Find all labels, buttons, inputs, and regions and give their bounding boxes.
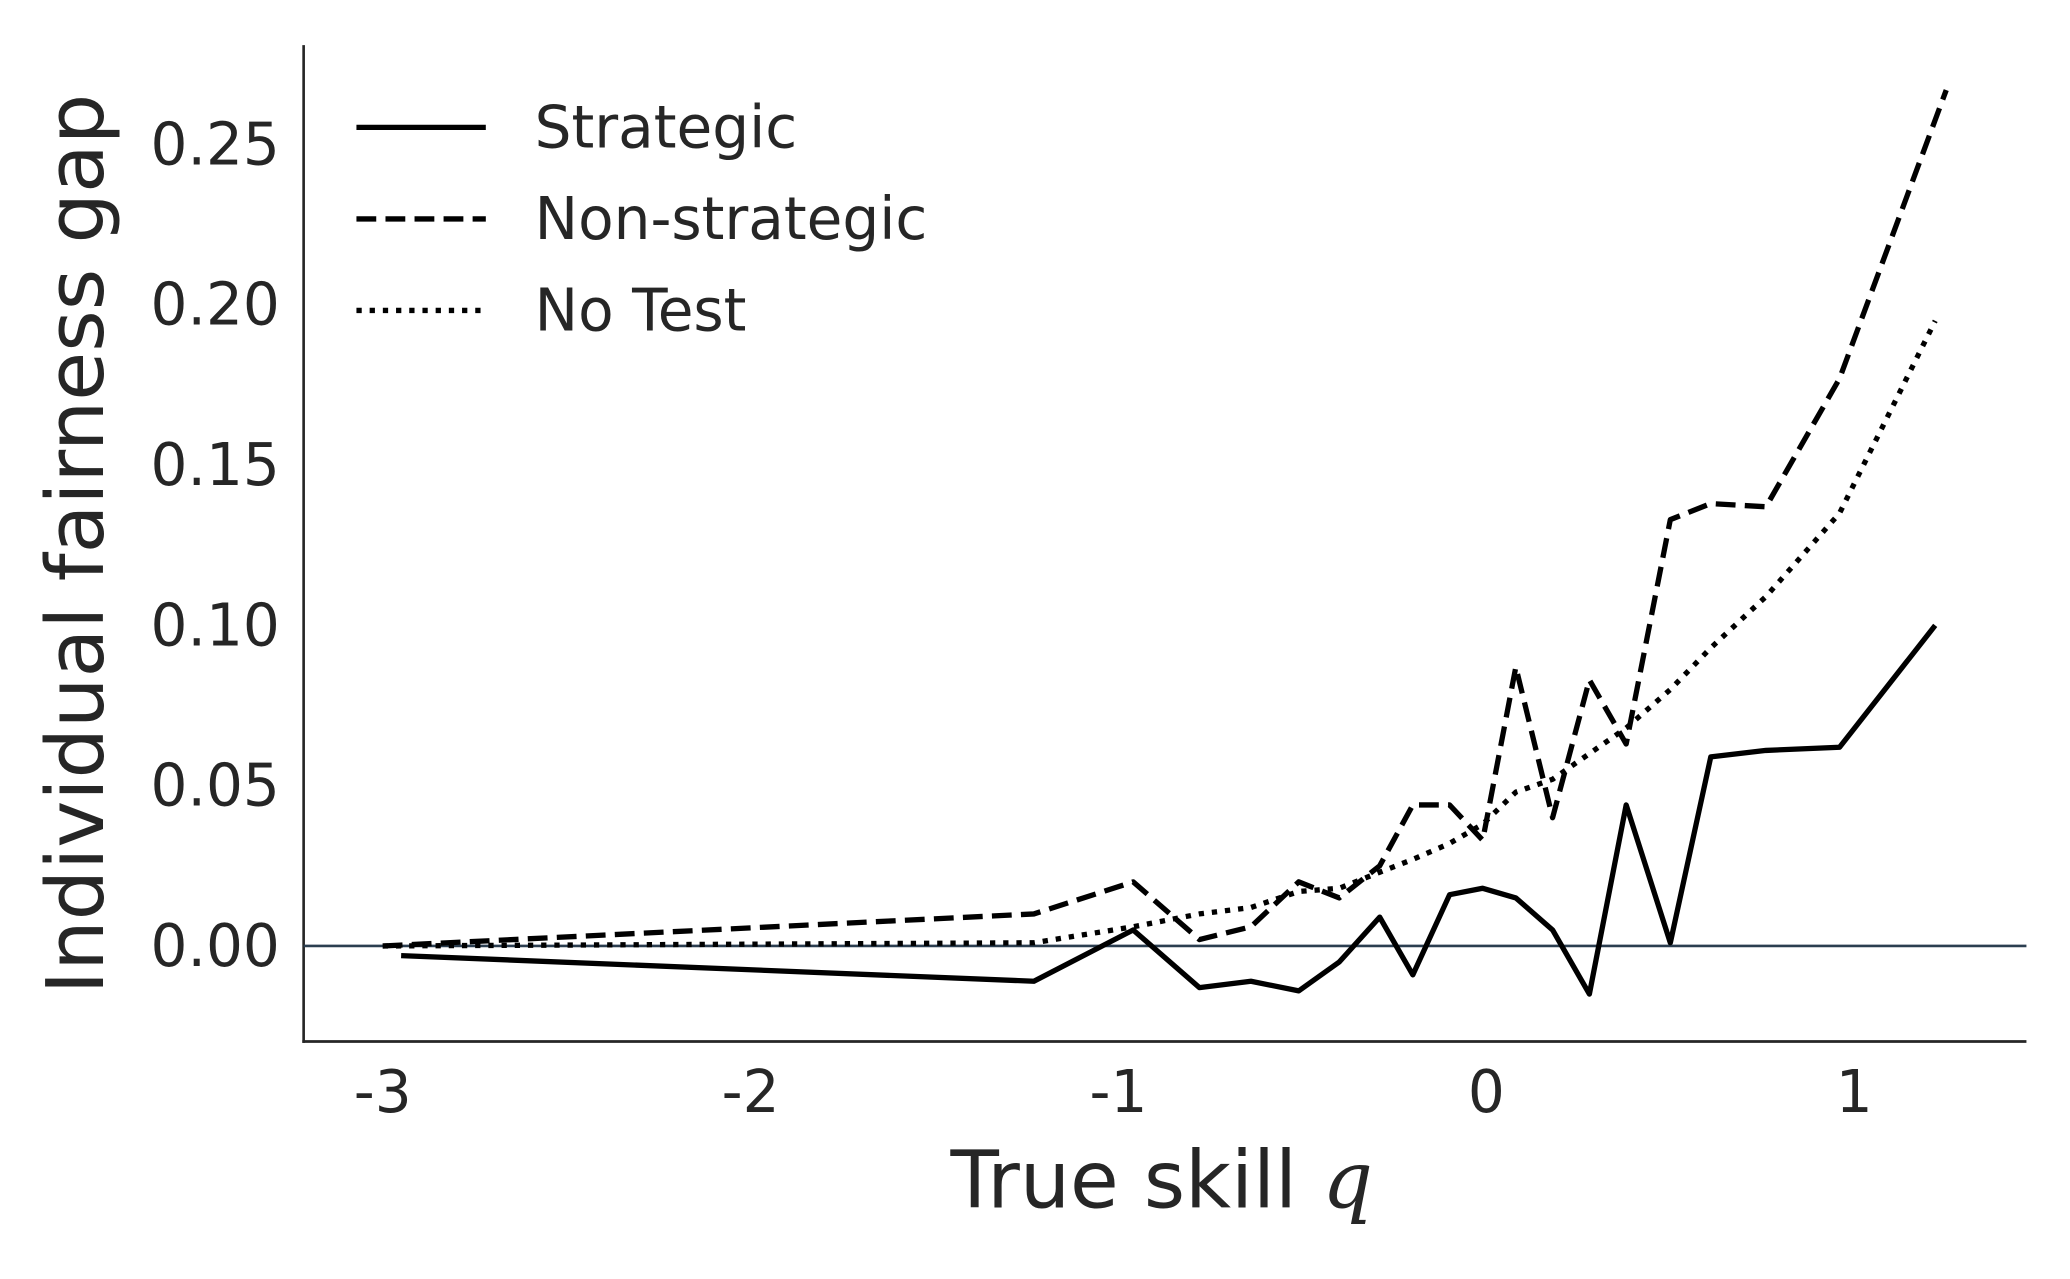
y-tick-label: 0.25 bbox=[151, 110, 280, 178]
x-label-text: True skill bbox=[950, 1133, 1298, 1226]
y-tick-label: 0.10 bbox=[151, 591, 280, 659]
x-label-symbol: q bbox=[1322, 1133, 1373, 1226]
series-line bbox=[401, 623, 1938, 997]
x-tick-label: -3 bbox=[354, 1058, 412, 1126]
x-tick-label: 1 bbox=[1836, 1058, 1873, 1126]
x-tick-label: -2 bbox=[722, 1058, 780, 1126]
legend-label: Strategic bbox=[535, 93, 798, 161]
x-axis-label: True skill q bbox=[950, 1133, 1373, 1226]
series-line bbox=[382, 89, 1949, 949]
x-tick-label: -1 bbox=[1090, 1058, 1148, 1126]
legend-label: Non-strategic bbox=[535, 185, 928, 253]
y-axis-label: Individual fairness gap bbox=[29, 94, 122, 995]
y-tick-label: 0.00 bbox=[151, 912, 280, 980]
y-tick-label: 0.15 bbox=[151, 431, 280, 499]
x-tick-label: 0 bbox=[1468, 1058, 1505, 1126]
series-line bbox=[382, 319, 1938, 949]
legend-label: No Test bbox=[535, 276, 747, 344]
y-tick-label: 0.05 bbox=[151, 751, 280, 819]
y-tick-label: 0.20 bbox=[151, 271, 280, 339]
